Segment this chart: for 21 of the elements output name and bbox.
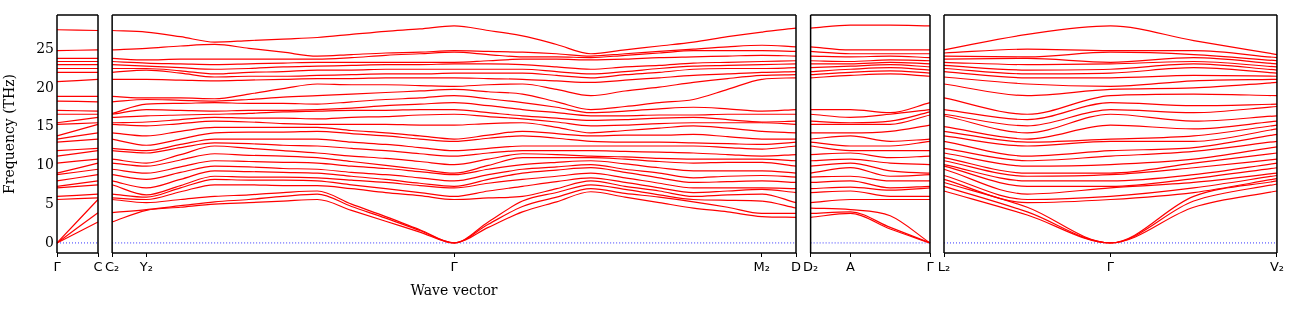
x-tick-label: Γ — [1106, 259, 1115, 275]
x-tick-label: Γ — [926, 259, 935, 275]
x-tick-label: D₂ — [802, 259, 819, 275]
y-tick-label: 5 — [45, 194, 54, 211]
y-tick-label: 15 — [36, 117, 54, 134]
x-tick-label: D — [790, 259, 802, 275]
x-tick-label: A — [845, 259, 855, 275]
x-tick-label: Y₂ — [138, 259, 153, 275]
x-axis-title: Wave vector — [410, 282, 498, 299]
x-tick-label: Γ — [53, 259, 62, 275]
x-tick-label: C — [93, 259, 103, 275]
y-tick-label: 0 — [45, 233, 54, 250]
x-tick-label: L₂ — [937, 259, 951, 275]
y-tick-label: 25 — [36, 39, 54, 56]
x-tick-label: V₂ — [1269, 259, 1284, 275]
y-tick-label: 10 — [36, 156, 54, 173]
x-tick-label: M₂ — [753, 259, 771, 275]
x-tick-label: Γ — [450, 259, 459, 275]
x-tick-label: C₂ — [105, 259, 120, 275]
y-axis-title: Frequency (THz) — [1, 73, 18, 195]
y-tick-label: 20 — [36, 78, 54, 95]
